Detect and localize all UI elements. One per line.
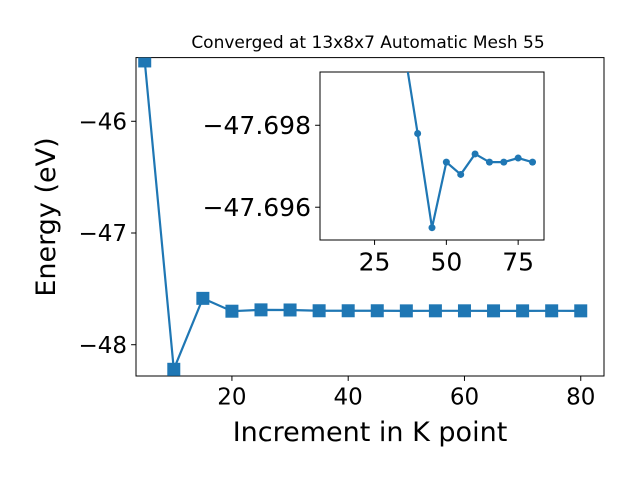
main-data-point — [341, 304, 355, 318]
main-plot-frame — [135, 57, 605, 377]
main-x-tick-label: 40 — [334, 385, 363, 411]
chart-title: Converged at 13x8x7 Automatic Mesh 55 — [191, 33, 544, 53]
x-axis-label: Increment in K point — [233, 417, 508, 448]
inset-y-tick-label: −47.696 — [203, 193, 311, 222]
inset-data-point — [485, 158, 493, 166]
main-data-point — [167, 362, 181, 376]
inset-data-point — [529, 158, 537, 166]
inset-data-point — [428, 224, 436, 232]
main-y-tick-label: −48 — [78, 333, 127, 359]
inset-data-point — [442, 158, 450, 166]
main-data-point — [399, 304, 413, 318]
main-data-point — [225, 304, 239, 318]
main-y-tick-label: −46 — [78, 109, 127, 135]
main-x-tick-label: 80 — [566, 385, 595, 411]
main-data-point — [138, 57, 152, 68]
main-data-point — [196, 291, 210, 305]
main-data-point — [574, 304, 588, 318]
inset-data-point — [457, 170, 465, 178]
main-y-tick-label: −47 — [78, 221, 127, 247]
main-data-point — [428, 304, 442, 318]
y-axis-label: Energy (eV) — [31, 137, 62, 296]
main-x-tick-label: 60 — [450, 385, 479, 411]
inset-x-tick-label: 75 — [502, 248, 534, 277]
main-data-point — [457, 304, 471, 318]
main-data-point — [370, 304, 384, 318]
main-data-point — [545, 304, 559, 318]
inset-plot-frame — [319, 71, 545, 241]
inset-data-point — [414, 129, 422, 137]
main-data-point — [487, 304, 501, 318]
inset-series-line — [406, 72, 533, 228]
main-x-tick-label: 20 — [217, 385, 246, 411]
main-data-point — [516, 304, 530, 318]
inset-data-point — [471, 150, 479, 158]
main-data-point — [283, 303, 297, 317]
inset-x-tick-label: 25 — [359, 248, 391, 277]
inset-data-point — [514, 154, 522, 162]
main-data-point — [254, 303, 268, 317]
main-data-point — [312, 304, 326, 318]
inset-x-tick-label: 50 — [430, 248, 462, 277]
inset-y-tick-label: −47.698 — [203, 111, 311, 140]
inset-data-point — [500, 158, 508, 166]
main-series-line — [143, 60, 581, 370]
